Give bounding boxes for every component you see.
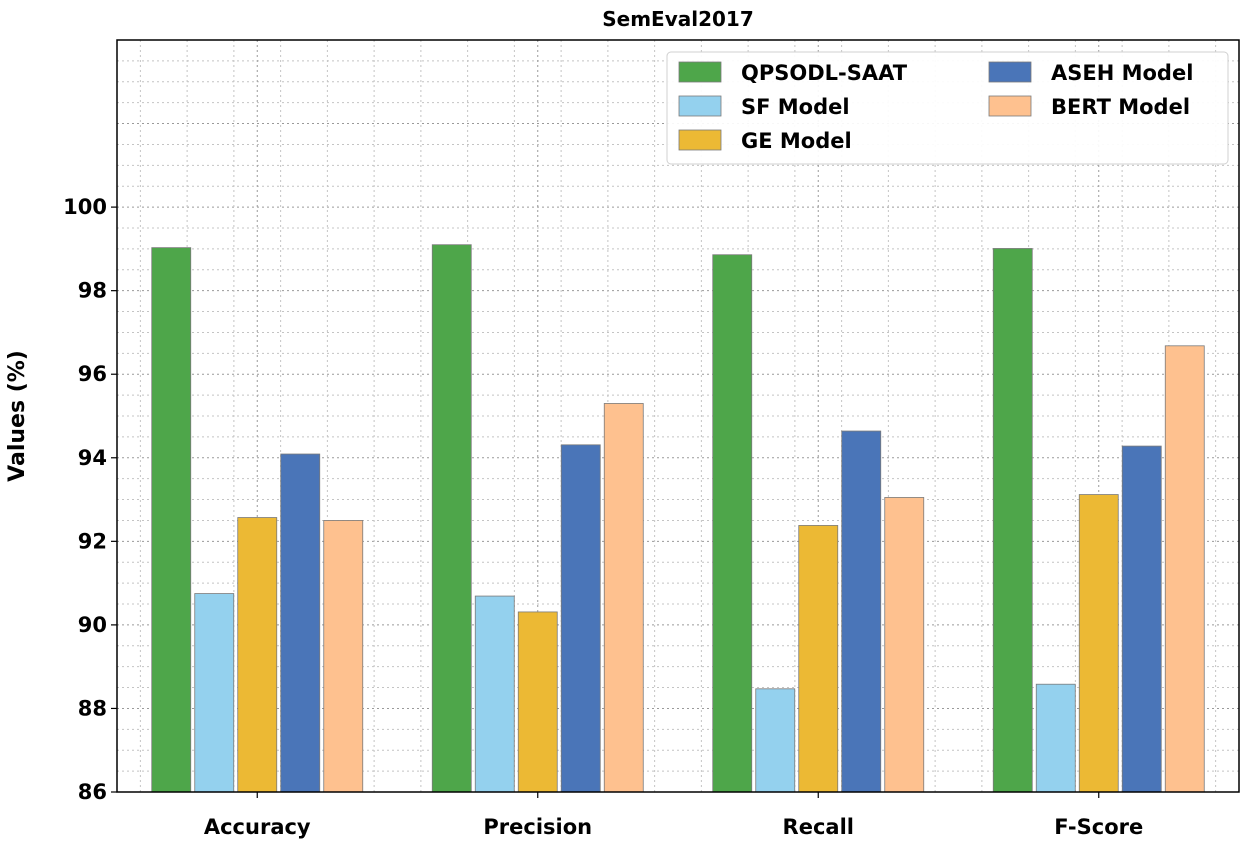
legend-label: QPSODL-SAAT	[741, 61, 908, 85]
legend-swatch	[678, 61, 722, 83]
x-tick-label: F-Score	[1054, 815, 1143, 839]
y-tick-label: 86	[78, 780, 107, 804]
bar-sf-model-precision	[474, 595, 515, 793]
bar-sf-model-f-score	[1035, 683, 1076, 793]
x-tick-label: Recall	[783, 815, 854, 839]
bar-ge-model-accuracy	[237, 517, 278, 793]
legend-label: BERT Model	[1051, 95, 1190, 119]
bar-bert-model-recall	[884, 497, 925, 793]
bar-ge-model-precision	[517, 611, 558, 793]
y-tick-label: 88	[78, 696, 107, 720]
y-tick-label: 94	[78, 446, 107, 470]
legend-swatch	[678, 129, 722, 151]
bar-qpsodl-saat-f-score	[992, 248, 1033, 793]
bar-qpsodl-saat-recall	[712, 254, 753, 793]
bar-aseh-model-recall	[841, 430, 882, 793]
y-tick-label: 96	[78, 362, 107, 386]
legend-swatch	[678, 95, 722, 117]
legend-swatch	[988, 61, 1032, 83]
bar-bert-model-accuracy	[323, 520, 364, 793]
x-tick-label: Accuracy	[204, 815, 311, 839]
legend-label: GE Model	[741, 129, 852, 153]
legend-box	[666, 51, 1229, 165]
bar-bert-model-f-score	[1164, 345, 1205, 793]
y-axis-label: Values (%)	[5, 350, 30, 482]
legend-label: SF Model	[741, 95, 850, 119]
plot-frame	[116, 39, 1240, 793]
bar-ge-model-f-score	[1078, 494, 1119, 793]
bar-aseh-model-accuracy	[280, 453, 321, 793]
bars-layer	[151, 244, 1205, 793]
y-axis: 86 88 90 92 94 96 98 100	[63, 195, 117, 804]
bar-qpsodl-saat-precision	[431, 244, 472, 793]
chart-title: SemEval2017	[602, 7, 754, 31]
bar-aseh-model-precision	[560, 444, 601, 793]
y-tick-label: 90	[78, 613, 107, 637]
bar-bert-model-precision	[603, 403, 644, 793]
bar-qpsodl-saat-accuracy	[151, 247, 192, 793]
x-axis: Accuracy Precision Recall F-Score	[204, 792, 1143, 839]
legend-swatch	[988, 95, 1032, 117]
y-tick-label: 100	[63, 195, 107, 219]
bar-sf-model-accuracy	[194, 593, 235, 793]
bar-sf-model-recall	[755, 688, 796, 793]
bar-ge-model-recall	[798, 525, 839, 793]
legend-label: ASEH Model	[1051, 61, 1193, 85]
y-tick-label: 92	[78, 529, 107, 553]
legend: QPSODL-SAAT SF Model GE Model ASEH Model BER…	[666, 51, 1229, 165]
bar-aseh-model-f-score	[1121, 445, 1162, 793]
y-tick-label: 98	[78, 279, 107, 303]
x-tick-label: Precision	[483, 815, 592, 839]
